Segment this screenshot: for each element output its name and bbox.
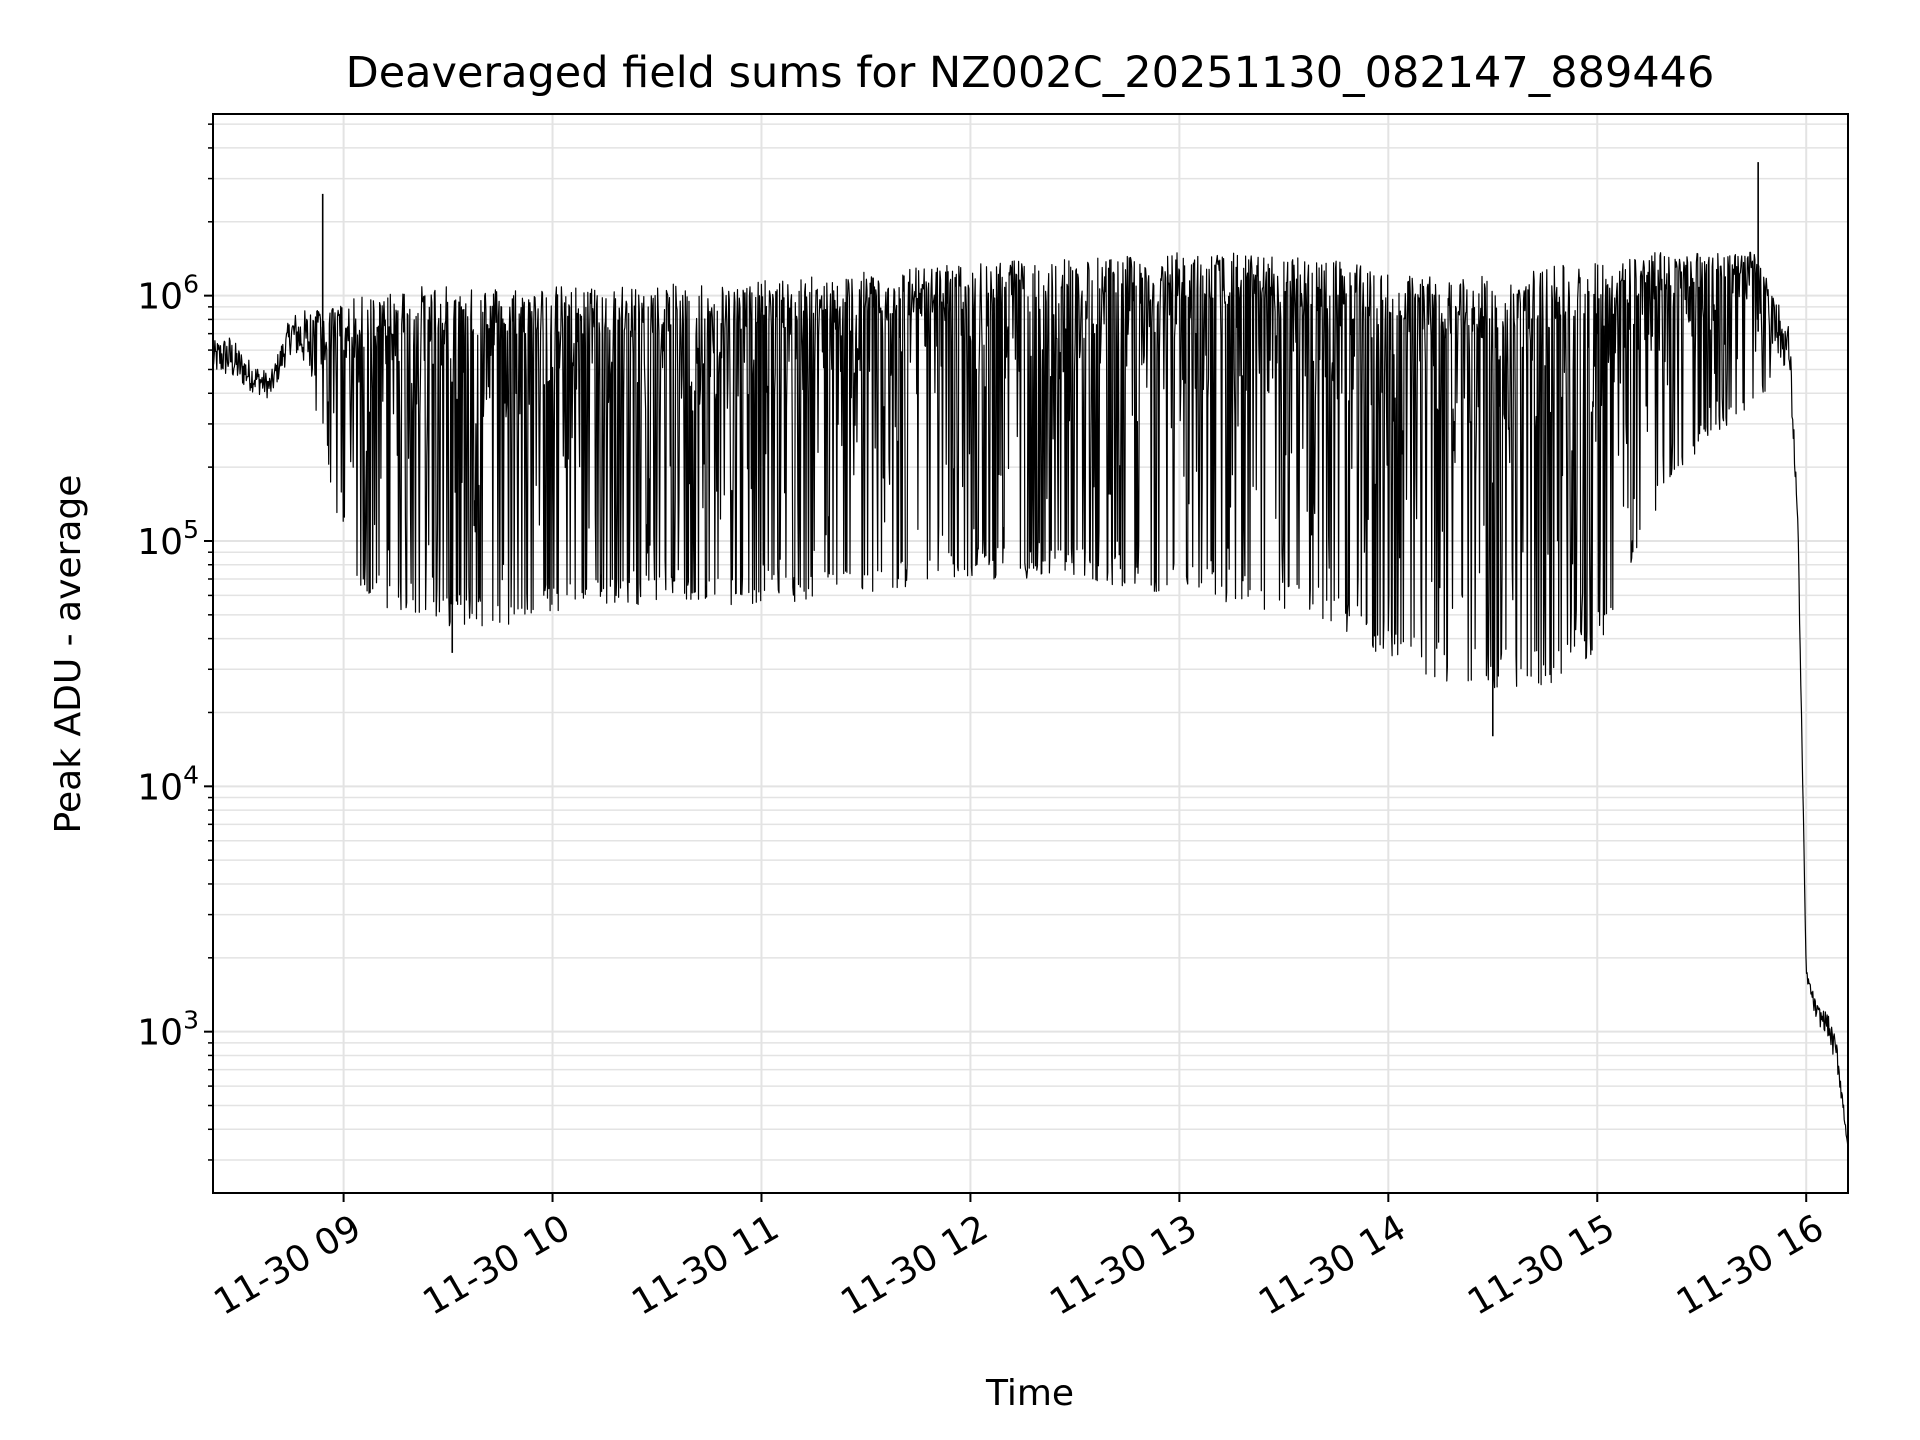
series-group — [212, 162, 1849, 1149]
y-axis-label: Peak ADU - average — [48, 475, 89, 834]
y-axis-ticks: 103 104 105 106 — [137, 123, 213, 1161]
plot-frame — [212, 113, 1849, 1194]
y-tick-label: 103 — [137, 1006, 199, 1054]
y-tick-label: 106 — [137, 270, 199, 318]
chart-title: Deaveraged field sums for NZ002C_2025113… — [346, 48, 1715, 98]
x-axis-label: Time — [985, 1373, 1074, 1414]
series-line — [212, 251, 1849, 1149]
y-tick-label: 104 — [137, 760, 199, 808]
y-tick-label: 105 — [137, 515, 199, 563]
